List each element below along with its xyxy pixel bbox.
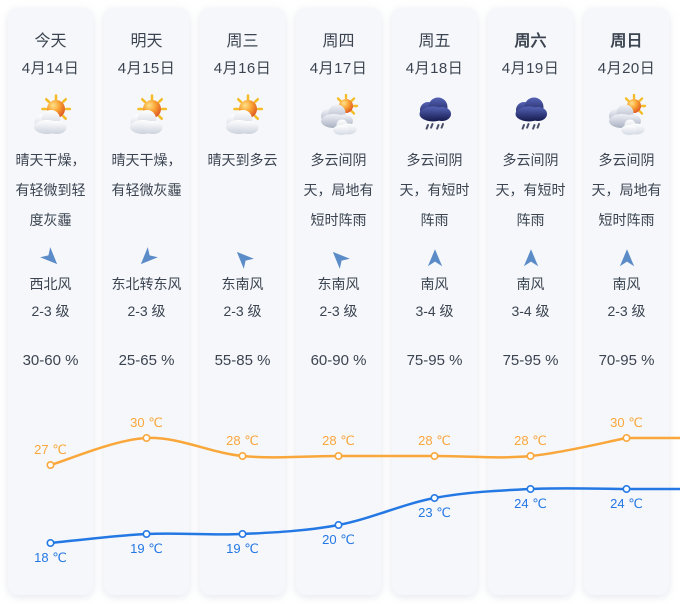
day-card-5[interactable]: 周五 4月18日 多云间阴天，有短时阵雨 南风 3-4 级 75-95 %: [392, 8, 477, 595]
sun-cloud-icon: [123, 94, 171, 138]
rain-icon: [507, 94, 555, 138]
weather-forecast-board: 今天 4月14日 晴天干燥，有轻微到轻度灰霾 西北风 2-3 级 30-60 %…: [8, 8, 669, 595]
day-name: 周五: [418, 33, 451, 50]
wind-direction: 西北风: [29, 276, 72, 292]
weather-description: 多云间阴天，有短时阵雨: [399, 152, 470, 228]
wind-level: 2-3 级: [319, 303, 358, 319]
wind-direction: 南风: [420, 276, 449, 292]
humidity-range: 55-85 %: [214, 352, 271, 369]
wind-direction: 东北转东风: [111, 276, 182, 292]
wind-direction-arrow-icon: [520, 247, 542, 269]
day-card-2[interactable]: 明天 4月15日 晴天干燥，有轻微灰霾 东北转东风 2-3 级 25-65 %: [104, 8, 189, 595]
wind-direction: 南风: [612, 276, 641, 292]
day-name: 周日: [610, 33, 643, 50]
day-name: 周三: [226, 33, 259, 50]
day-date: 4月14日: [21, 60, 80, 77]
day-name: 今天: [34, 33, 67, 50]
day-card-1[interactable]: 今天 4月14日 晴天干燥，有轻微到轻度灰霾 西北风 2-3 级 30-60 %: [8, 8, 93, 595]
weather-description: 晴天干燥，有轻微到轻度灰霾: [15, 152, 86, 228]
sun-clouds-icon: [315, 94, 363, 138]
wind-direction-arrow-icon: [131, 242, 162, 273]
humidity-range: 70-95 %: [598, 352, 655, 369]
wind-level: 3-4 级: [415, 303, 454, 319]
day-name: 周六: [514, 33, 547, 50]
wind-level: 2-3 级: [31, 303, 70, 319]
day-card-6[interactable]: 周六 4月19日 多云间阴天，有短时阵雨 南风 3-4 级 75-95 %: [488, 8, 573, 595]
wind-direction-arrow-icon: [227, 242, 258, 273]
wind-direction-arrow-icon: [616, 247, 638, 269]
wind-level: 2-3 级: [607, 303, 646, 319]
weather-description: 晴天干燥，有轻微灰霾: [111, 152, 182, 198]
humidity-range: 30-60 %: [22, 352, 79, 369]
day-name: 周四: [322, 33, 355, 50]
day-card-4[interactable]: 周四 4月17日 多云间阴天，局地有短时阵雨 东南风 2-3 级 60-90 %: [296, 8, 381, 595]
wind-direction-arrow-icon: [424, 247, 446, 269]
humidity-range: 75-95 %: [502, 352, 559, 369]
day-date: 4月15日: [117, 60, 176, 77]
day-date: 4月20日: [597, 60, 656, 77]
day-date: 4月17日: [309, 60, 368, 77]
wind-direction: 东南风: [317, 276, 360, 292]
day-card-7[interactable]: 周日 4月20日 多云间阴天，局地有短时阵雨 南风 2-3 级 70-95 %: [584, 8, 669, 595]
sun-clouds-icon: [603, 94, 651, 138]
wind-level: 2-3 级: [127, 303, 166, 319]
humidity-range: 75-95 %: [406, 352, 463, 369]
weather-description: 多云间阴天，局地有短时阵雨: [591, 152, 662, 228]
wind-direction: 东南风: [221, 276, 264, 292]
day-card-3[interactable]: 周三 4月16日 晴天到多云 东南风 2-3 级 55-85 %: [200, 8, 285, 595]
day-name: 明天: [130, 33, 163, 50]
humidity-range: 60-90 %: [310, 352, 367, 369]
weather-description: 多云间阴天，局地有短时阵雨: [303, 152, 374, 228]
day-date: 4月19日: [501, 60, 560, 77]
wind-direction: 南风: [516, 276, 545, 292]
day-date: 4月18日: [405, 60, 464, 77]
weather-description: 晴天到多云: [207, 152, 278, 168]
sun-cloud-icon: [27, 94, 75, 138]
humidity-range: 25-65 %: [118, 352, 175, 369]
wind-level: 3-4 级: [511, 303, 550, 319]
wind-direction-arrow-icon: [35, 242, 66, 273]
rain-icon: [411, 94, 459, 138]
sun-cloud-icon: [219, 94, 267, 138]
wind-direction-arrow-icon: [323, 242, 354, 273]
weather-description: 多云间阴天，有短时阵雨: [495, 152, 566, 228]
day-date: 4月16日: [213, 60, 272, 77]
wind-level: 2-3 级: [223, 303, 262, 319]
